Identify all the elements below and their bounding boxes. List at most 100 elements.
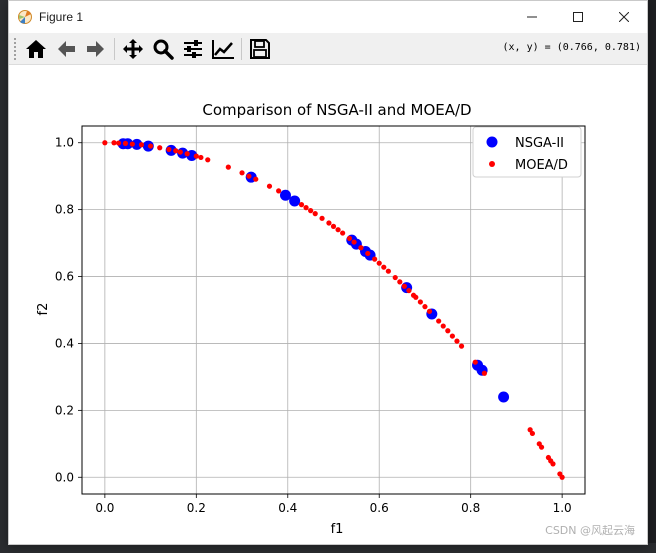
moea-d-point [193,153,199,159]
y-tick-label: 0.2 [55,403,74,417]
moea-d-point [426,308,433,314]
moea-d-point [129,141,135,147]
toolbar-separator [241,37,242,60]
y-axis-label: f2 [36,303,51,316]
moea-d-point [198,154,204,161]
moea-d-point [166,146,172,153]
legend-label-nsga-ii: NSGA-II [515,136,564,151]
y-tick-label: 1.0 [55,136,74,150]
moea-d-point [319,215,325,221]
close-button[interactable] [601,1,647,33]
moea-d-point [303,205,309,211]
maximize-button[interactable] [555,1,601,33]
x-axis-label: f1 [331,522,344,537]
moea-d-point [358,245,364,251]
cursor-coordinates: (x, y) = (0.766, 0.781) [502,42,641,53]
home-icon [26,39,46,58]
moea-d-point [266,183,273,189]
moea-d-point [445,328,451,334]
moea-d-point [157,145,163,151]
navigation-toolbar: (x, y) = (0.766, 0.781) [9,33,647,65]
moea-d-point [392,274,398,281]
maximize-icon [573,12,583,22]
moea-d-point [239,170,245,176]
moea-d-point [529,430,536,437]
legend-box [472,126,582,178]
legend-label-moea-d: MOEA/D [515,158,568,173]
nsga-ii-point [279,189,291,201]
moea-d-point [246,173,252,179]
back-icon [58,40,75,57]
toolbar-separator [114,37,115,60]
moea-d-point [365,250,371,257]
plot-frame [81,125,586,495]
moea-d-point [417,299,423,305]
save-icon [250,38,270,59]
tick-layer: 0.0 0.2 0.4 0.6 0.8 1.0 0.0 0.2 0.4 0.6 0.8 1.0 [55,136,572,515]
moea-d-point [458,343,465,349]
close-icon [619,12,629,22]
zoom-button[interactable] [150,36,176,62]
moea-d-point [346,235,353,242]
moea-d-point [550,461,556,467]
nsga-ii-point [289,195,301,207]
moea-d-point [413,294,419,300]
moea-d-point [440,323,446,329]
moea-d-point [472,359,478,365]
chart-title: Comparison of NSGA-II and MOEA/D [202,101,471,119]
x-tick-label: 1.0 [553,501,572,515]
moea-d-point [397,279,403,285]
edit-axis-button[interactable] [210,36,236,62]
grid-layer [82,126,585,494]
moea-d-point [340,230,346,236]
moea-d-point [385,268,391,274]
title-bar[interactable]: Figure 1 [9,1,647,33]
y-tick-label: 0.4 [55,336,74,350]
save-button[interactable] [247,36,273,62]
moea-d-point [184,151,190,157]
moea-d-point [253,176,259,182]
home-button[interactable] [23,36,49,62]
moea-d-points [102,140,565,480]
moea-d-point [335,227,341,233]
configure-subplots-button[interactable] [180,36,206,62]
nsga-ii-point [131,138,143,150]
moea-d-point [454,338,460,344]
moea-d-point [111,140,117,146]
moea-d-point [173,148,179,154]
y-tick-label: 0.0 [55,470,74,484]
background-terminal-bottom [0,543,656,553]
moea-d-point [122,140,129,146]
nsga-ii-point [498,391,510,403]
legend-marker-nsga-ii [486,136,498,148]
minimize-button[interactable] [509,1,555,33]
forward-button[interactable] [83,36,109,62]
moea-d-point [312,211,318,217]
window-title: Figure 1 [39,10,84,24]
matplotlib-app-icon [17,9,33,25]
nsga-ii-points [117,138,510,403]
watermark: CSDN @风起云海 [545,524,635,537]
pan-button[interactable] [120,36,146,62]
moea-d-point [449,333,455,339]
x-tick-label: 0.6 [370,501,389,515]
x-tick-label: 0.8 [461,501,480,515]
moea-d-point [376,260,382,266]
x-tick-label: 0.4 [278,501,297,515]
moea-d-point [406,287,412,294]
zoom-icon [153,39,174,60]
moea-d-point [308,208,314,214]
pan-icon [123,38,143,59]
moea-d-point [481,370,487,376]
moea-d-point [225,164,231,170]
moea-d-point [401,283,407,289]
legend-marker-moea-d [489,161,495,167]
moea-d-point [177,149,183,155]
moea-d-point [276,188,282,194]
x-tick-label: 0.2 [187,501,206,515]
back-button[interactable] [53,36,79,62]
toolbar-grip[interactable] [13,36,17,61]
figure-canvas[interactable]: Comparison of NSGA-II and MOEA/D 0.0 0.2 0… [9,66,647,544]
scatter-chart: Comparison of NSGA-II and MOEA/D 0.0 0.2 0… [36,101,586,537]
edit-axis-icon [212,39,234,59]
